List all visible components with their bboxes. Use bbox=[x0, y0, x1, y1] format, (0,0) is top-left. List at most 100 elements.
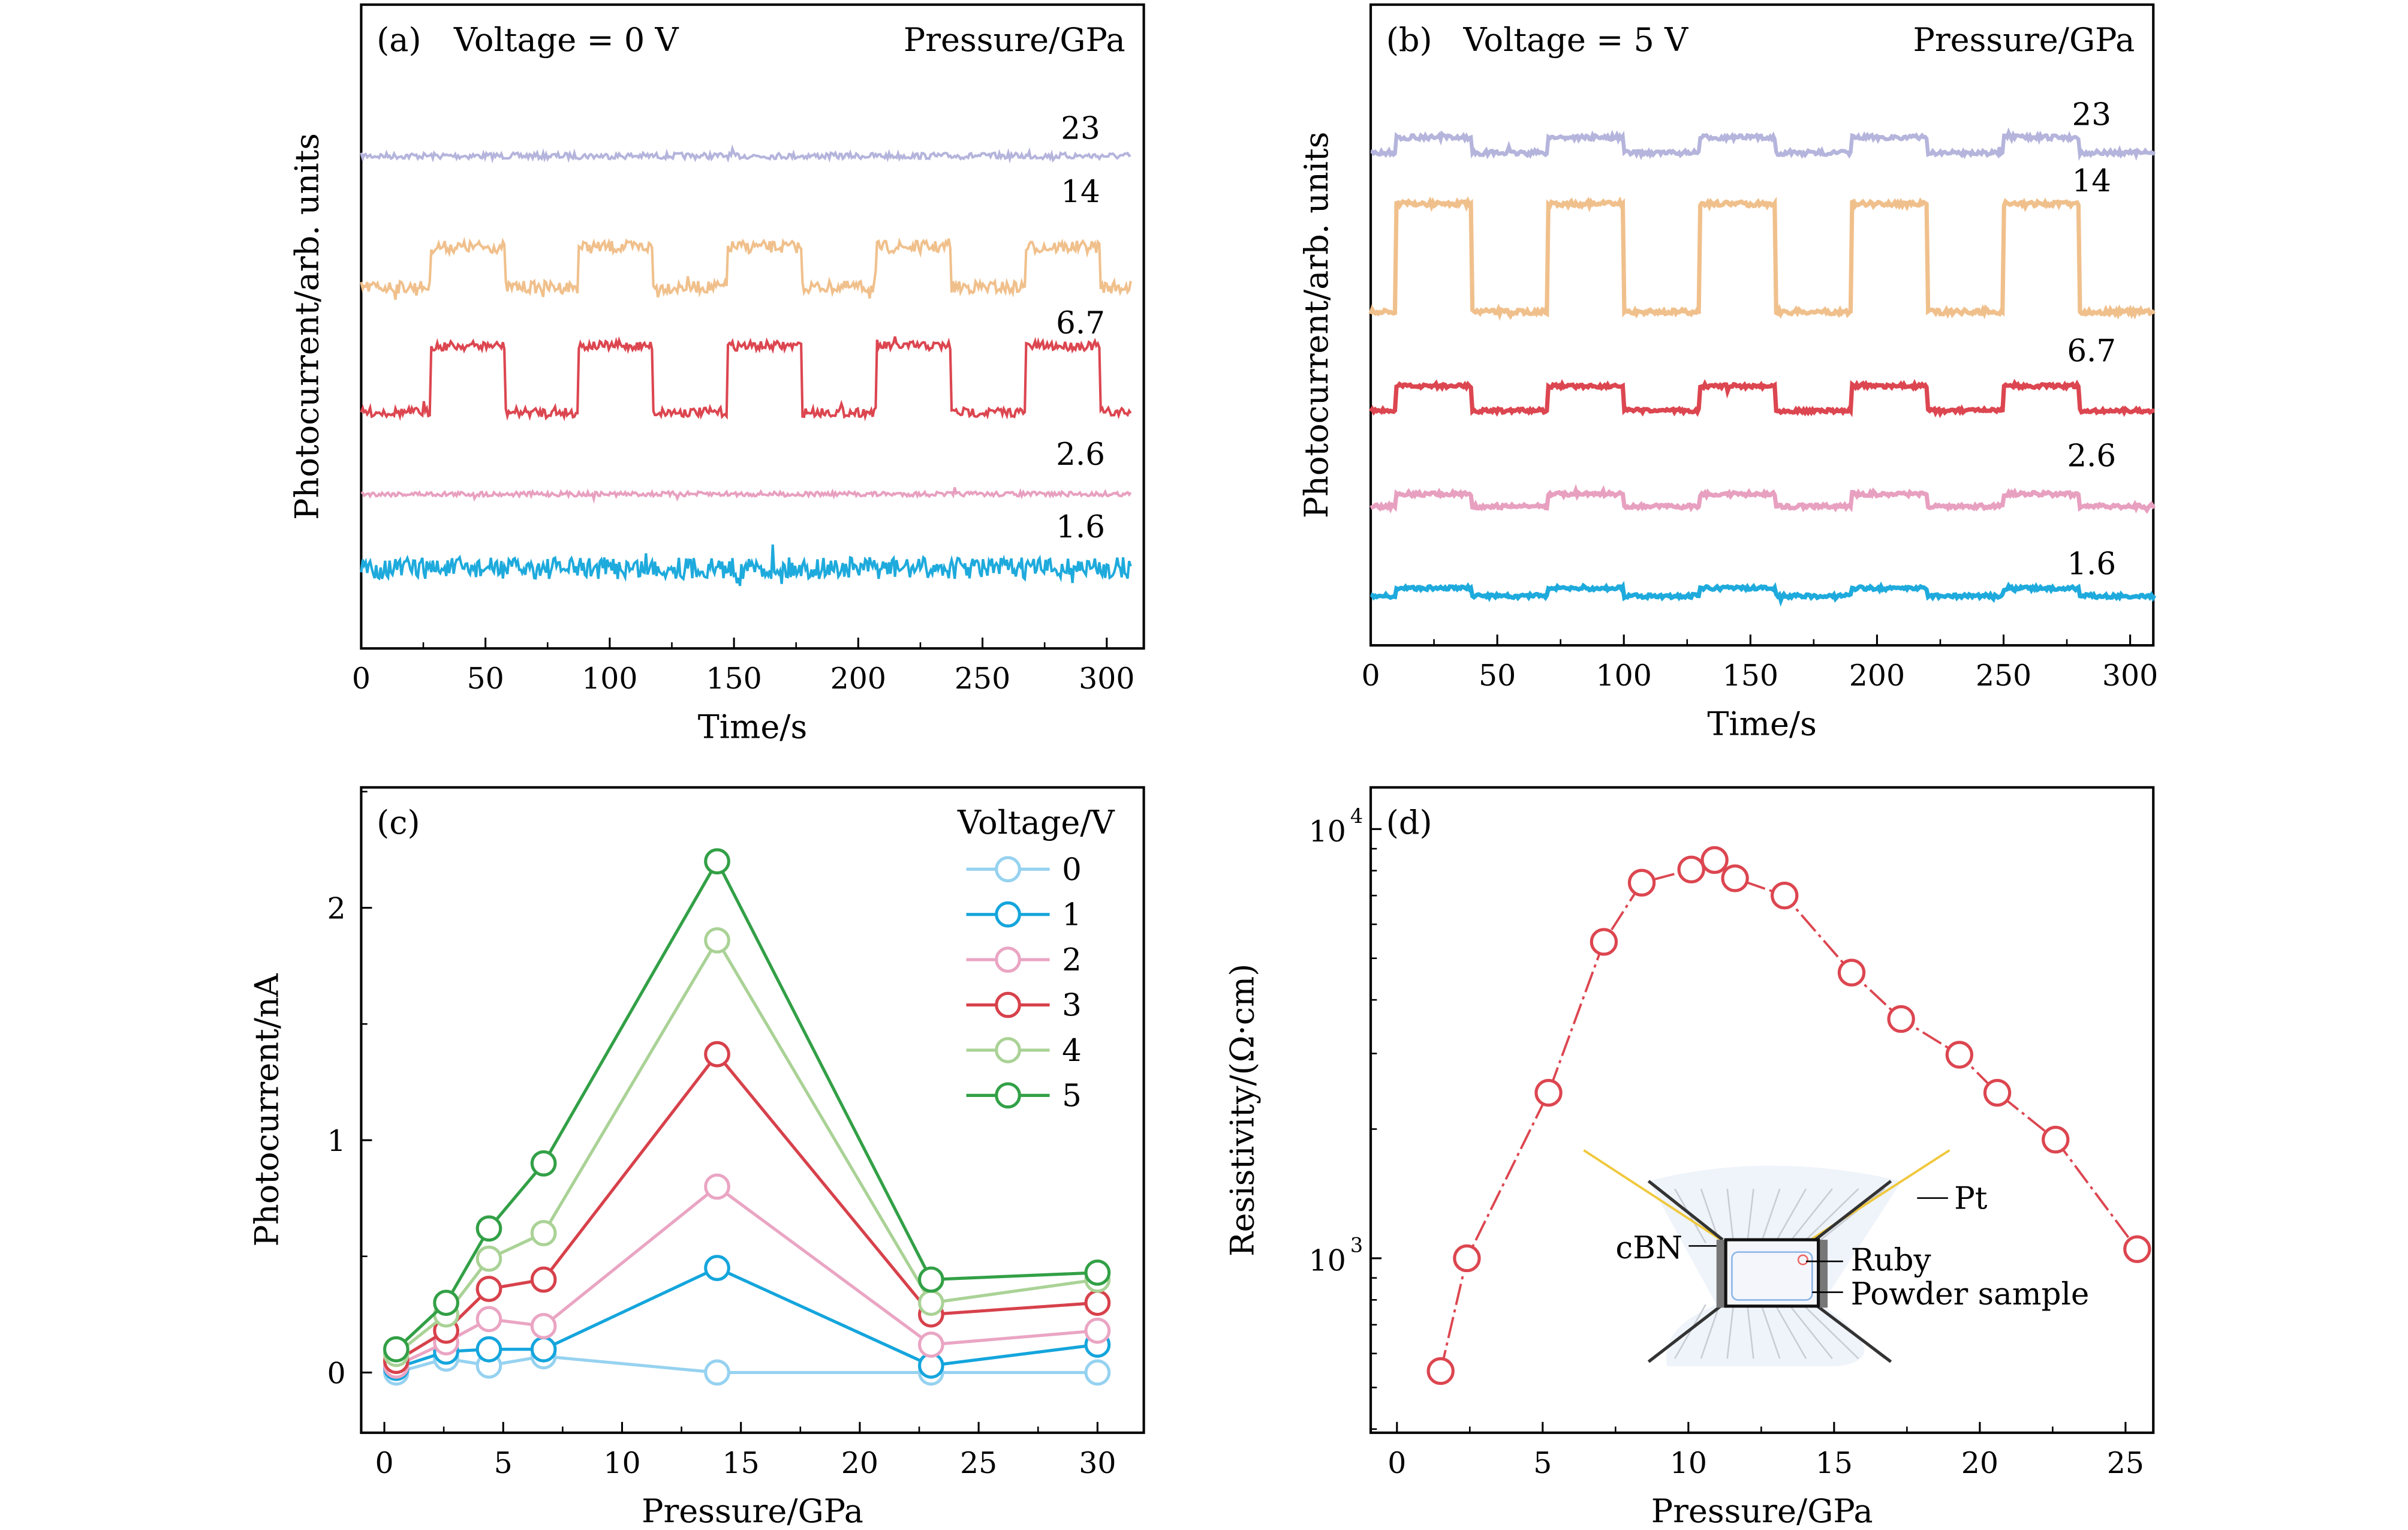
data-point bbox=[1985, 1080, 2009, 1105]
y-axis-label: Resistivity/(Ω·cm) bbox=[1223, 964, 1261, 1257]
panel-label: (a) bbox=[377, 21, 421, 59]
inset-dac-schematic: Pt cBN RubyPowder sample bbox=[1584, 1150, 2089, 1366]
data-point bbox=[1428, 1358, 1453, 1383]
y-tick-exponent: 3 bbox=[1350, 1234, 1363, 1257]
data-point bbox=[1702, 847, 1727, 872]
data-point bbox=[477, 1277, 501, 1301]
x-tick-label: 15 bbox=[1816, 1446, 1853, 1480]
data-point bbox=[706, 1257, 729, 1280]
panel-c: 0 5 10 15 20 25 30Pressure/GPaPhotocurrent/nA(… bbox=[248, 787, 1143, 1530]
legend-marker bbox=[997, 1039, 1020, 1062]
legend-entry: 0 bbox=[1062, 852, 1082, 888]
x-tick-label: 15 bbox=[723, 1446, 760, 1480]
series-label: 23 bbox=[2072, 97, 2112, 133]
series-label: 2.6 bbox=[2067, 438, 2116, 474]
panel-label: (c) bbox=[377, 804, 420, 841]
x-tick-label: 250 bbox=[955, 662, 1010, 696]
trace-23 bbox=[361, 149, 1130, 160]
data-point bbox=[706, 1175, 729, 1198]
legend-entry: 2 bbox=[1062, 942, 1082, 978]
x-axis-label: Time/s bbox=[1707, 705, 1817, 743]
x-tick-label: 0 bbox=[1387, 1446, 1406, 1480]
plot-frame bbox=[1371, 5, 2153, 645]
x-tick-label: 0 bbox=[352, 662, 371, 696]
y-tick-exponent: 4 bbox=[1350, 804, 1363, 828]
data-point bbox=[1086, 1361, 1109, 1384]
data-point bbox=[1591, 930, 1616, 954]
data-point bbox=[477, 1217, 501, 1240]
x-axis-label: Pressure/GPa bbox=[1651, 1492, 1873, 1530]
data-point bbox=[1723, 866, 1747, 891]
x-tick-label: 25 bbox=[960, 1446, 997, 1480]
panel-b: 0 50 100 150 200 250 300 Time/s Photocurrent/arb… bbox=[1298, 5, 2158, 743]
x-tick-label: 0 bbox=[1361, 659, 1380, 693]
series-label: 23 bbox=[1061, 111, 1100, 147]
x-tick-label: 10 bbox=[1670, 1446, 1707, 1480]
trace-6-7 bbox=[1371, 383, 2154, 413]
legend-title: Voltage/V bbox=[957, 804, 1115, 841]
x-tick-label: 150 bbox=[1723, 659, 1778, 693]
legend-marker bbox=[997, 948, 1020, 972]
legend-marker bbox=[997, 1084, 1020, 1107]
x-tick-label: 100 bbox=[582, 662, 637, 696]
panel-label: (d) bbox=[1386, 804, 1432, 841]
x-tick-label: 25 bbox=[2107, 1446, 2144, 1480]
data-point bbox=[1086, 1261, 1109, 1285]
y-axis-label: Photocurrent/nA bbox=[248, 973, 285, 1246]
panel-title: Voltage = 5 V bbox=[1462, 21, 1688, 59]
legend-entry: 5 bbox=[1062, 1078, 1082, 1114]
data-point bbox=[1536, 1080, 1561, 1105]
data-point bbox=[1839, 960, 1864, 985]
data-point bbox=[706, 1042, 729, 1066]
x-tick-label: 30 bbox=[1079, 1446, 1116, 1480]
x-tick-label: 5 bbox=[494, 1446, 513, 1480]
data-point bbox=[706, 929, 729, 952]
inset-label-cbn: cBN bbox=[1615, 1230, 1682, 1266]
x-axis-label: Time/s bbox=[698, 708, 808, 746]
data-point bbox=[2043, 1128, 2068, 1152]
x-tick-label: 150 bbox=[706, 662, 761, 696]
legend-marker bbox=[997, 993, 1020, 1017]
data-point bbox=[477, 1307, 501, 1331]
x-axis-label: Pressure/GPa bbox=[642, 1492, 863, 1530]
plot-frame bbox=[361, 5, 1143, 648]
data-point bbox=[1679, 857, 1703, 882]
x-tick-label: 250 bbox=[1976, 659, 2031, 693]
series-label: 1.6 bbox=[1056, 509, 1105, 545]
legend-entry: 1 bbox=[1062, 897, 1082, 933]
series-label: 1.6 bbox=[2067, 546, 2116, 582]
inset-label-ruby: Ruby bbox=[1851, 1243, 1931, 1279]
data-point bbox=[920, 1291, 943, 1315]
x-tick-label: 200 bbox=[830, 662, 886, 696]
x-tick-label: 20 bbox=[841, 1446, 878, 1480]
data-point bbox=[920, 1333, 943, 1357]
data-point bbox=[532, 1222, 555, 1245]
trace-14 bbox=[361, 239, 1130, 300]
legend-title: Pressure/GPa bbox=[1913, 21, 2135, 59]
x-tick-label: 200 bbox=[1849, 659, 1905, 693]
data-point bbox=[477, 1247, 501, 1270]
data-point bbox=[706, 850, 729, 873]
trace-1-6 bbox=[361, 545, 1130, 586]
data-point bbox=[1086, 1319, 1109, 1342]
legend-entry: 4 bbox=[1062, 1033, 1082, 1069]
data-point bbox=[920, 1268, 943, 1291]
y-axis-label: Photocurrent/arb. units bbox=[288, 133, 326, 520]
legend-marker bbox=[997, 903, 1020, 926]
data-point bbox=[1889, 1006, 1913, 1031]
data-point bbox=[532, 1152, 555, 1175]
x-tick-label: 100 bbox=[1596, 659, 1652, 693]
x-tick-label: 20 bbox=[1961, 1446, 1998, 1480]
data-point bbox=[706, 1361, 729, 1384]
legend-entry: 3 bbox=[1062, 988, 1082, 1024]
panel-label: (b) bbox=[1386, 21, 1432, 59]
legend-title: Pressure/GPa bbox=[904, 21, 1125, 59]
x-tick-label: 50 bbox=[467, 662, 504, 696]
trace-6-7 bbox=[361, 336, 1130, 418]
x-tick-label: 10 bbox=[603, 1446, 640, 1480]
data-point bbox=[435, 1291, 458, 1315]
data-point bbox=[2125, 1237, 2150, 1261]
data-point bbox=[1086, 1291, 1109, 1315]
panel-d: 0 5 10 15 20 25 Pressure/GPa Resistivity/(Ω·cm)… bbox=[1223, 787, 2153, 1530]
